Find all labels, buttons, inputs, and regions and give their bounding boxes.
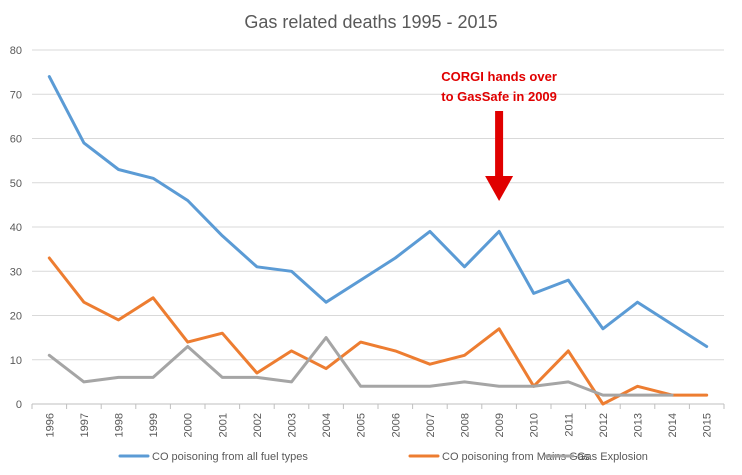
x-tick-label: 2007 xyxy=(425,413,437,437)
gridlines xyxy=(32,49,724,361)
x-tick-label: 2006 xyxy=(390,413,402,437)
series-line-1 xyxy=(47,75,709,348)
x-tick-label: 2002 xyxy=(252,413,264,437)
legend-label: Gas Explosion xyxy=(577,451,648,463)
series-line-2 xyxy=(47,256,709,406)
y-tick-label: 60 xyxy=(10,134,22,146)
x-tick-label: 2013 xyxy=(633,413,645,437)
series-line-3 xyxy=(47,336,674,397)
x-tick-label: 2004 xyxy=(321,413,333,437)
y-tick-label: 10 xyxy=(10,355,22,367)
y-tick-label: 50 xyxy=(10,178,22,190)
chart-title: Gas related deaths 1995 - 2015 xyxy=(244,12,497,32)
legend: CO poisoning from all fuel types CO poiso… xyxy=(118,451,648,463)
x-tick-label: 2008 xyxy=(460,413,472,437)
axes: 0 10 20 30 40 50 60 70 80 1996 1997 1998 1999 2000 200… xyxy=(10,45,725,437)
annotation-text: to GasSafe in 2009 xyxy=(441,89,557,104)
x-tick-label: 2000 xyxy=(183,413,195,437)
x-tick-label: 1999 xyxy=(148,413,160,437)
x-tick-label: 2009 xyxy=(494,413,506,437)
y-tick-label: 30 xyxy=(10,266,22,278)
x-tick-label: 2010 xyxy=(529,413,541,437)
annotation-arrow xyxy=(485,111,514,201)
x-tick-label: 1998 xyxy=(114,413,126,437)
x-tick-label: 2011 xyxy=(563,413,575,437)
y-tick-label: 40 xyxy=(10,222,22,234)
x-tick-label: 2015 xyxy=(702,413,714,437)
y-tick-label: 0 xyxy=(16,399,22,411)
x-tick-label: 2001 xyxy=(217,413,229,437)
annotation-text: CORGI hands over xyxy=(441,69,557,84)
legend-label: CO poisoning from all fuel types xyxy=(152,451,308,463)
y-tick-label: 20 xyxy=(10,311,22,323)
x-tick-label: 1996 xyxy=(44,413,56,437)
x-tick-label: 2014 xyxy=(667,413,679,437)
x-tick-label: 2005 xyxy=(356,413,368,437)
y-tick-label: 70 xyxy=(10,89,22,101)
annotation: CORGI hands over to GasSafe in 2009 xyxy=(441,69,557,201)
series-lines xyxy=(47,75,709,406)
y-tick-label: 80 xyxy=(10,45,22,57)
legend-label: CO poisoning from Mains Gas xyxy=(442,451,590,463)
x-tick-label: 1997 xyxy=(79,413,91,437)
x-tick-label: 2012 xyxy=(598,413,610,437)
x-tick-label: 2003 xyxy=(287,413,299,437)
